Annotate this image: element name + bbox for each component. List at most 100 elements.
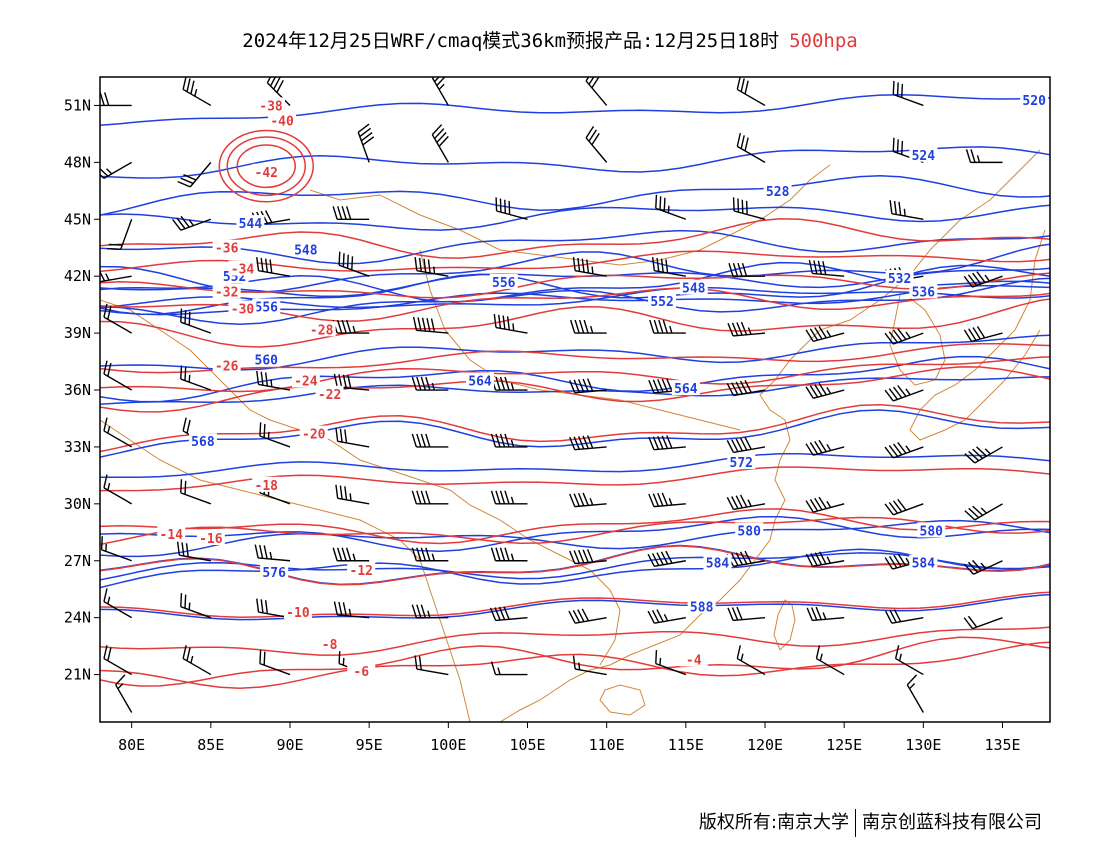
wind-barb [727,321,766,337]
temp-contour-line [100,641,1050,689]
wind-barb [805,325,845,343]
height-label-bg [252,351,281,367]
temp-contour-label: -20 [302,428,326,443]
temp-label-bg [212,283,241,299]
temp-contour-label: -18 [255,479,279,494]
temp-contour-line [100,356,1050,393]
wind-barb [412,316,449,334]
lon-tick-label: 110E [589,736,625,754]
height-contour-label: 564 [468,375,492,390]
wind-barb [648,492,686,508]
lat-tick-label: 27N [64,552,91,570]
footer: 版权所有:南京大学 南京创蓝科技有限公司 [699,808,1042,837]
wind-barb [736,77,766,107]
height-label-bg [291,241,320,257]
height-label-bg [727,454,756,470]
height-contour-line [100,146,1050,179]
height-contour-label: 524 [912,149,936,164]
wind-barb [411,604,449,619]
temp-contour-line [226,136,306,197]
height-contour-line [100,409,1050,458]
wind-barb [335,427,370,448]
temp-contour-line [100,298,1050,348]
wind-barb [266,77,291,106]
wind-barb [894,645,924,676]
height-label-bg [909,554,938,570]
temp-contour-line [100,366,1050,413]
wind-barb [965,149,1003,164]
wind-barb [411,433,449,448]
wind-barb [180,308,212,334]
wind-barb [889,200,924,220]
wind-barb [805,551,845,567]
height-contour-line [100,376,1050,405]
height-contour-label: 556 [492,276,516,291]
height-contour-label: 552 [650,295,673,310]
height-label-bg [489,273,518,289]
wind-barb [732,197,766,220]
temp-label-bg [228,300,257,316]
title-level: 500hpa [789,30,858,52]
wind-barb [736,132,766,163]
wind-barb [728,262,765,277]
wind-barb [647,609,686,624]
lon-tick-label: 135E [984,736,1020,754]
temp-contour-line [100,218,1050,259]
temp-contour-line [100,466,1050,492]
wind-barb [490,661,528,676]
temp-label-bg [347,562,376,578]
lat-tick-label: 48N [64,153,91,171]
wind-barb [332,206,370,220]
temp-contour-line [218,129,314,203]
wind-barb [256,257,291,277]
map-frame [99,76,1051,723]
wind-barb [333,601,370,619]
lat-tick-label: 30N [64,495,91,513]
wind-barb [569,319,607,334]
wind-barb [115,674,133,713]
height-contour-label: 584 [706,557,730,572]
wind-barb [572,655,607,676]
lat-tick-label: 39N [64,324,91,342]
wind-barb [884,441,924,459]
wind-barb [100,536,132,562]
wind-barb [489,606,528,622]
wind-barb [414,655,449,676]
temp-contour-line [100,508,1050,545]
temp-contour-label: -22 [318,388,341,403]
height-label-bg [703,554,732,570]
height-contour-label: 588 [690,600,714,615]
temp-label-bg [196,529,225,545]
lon-tick-label: 105E [509,736,545,754]
temp-label-bg [252,163,281,179]
height-contour-label: 564 [674,382,698,397]
wind-barb [963,271,1003,288]
lon-tick-label: 80E [118,736,145,754]
wind-barb [727,606,766,622]
lon-tick-label: 95E [356,736,383,754]
wind-barb [805,496,845,513]
wind-barb [906,674,924,713]
lat-tick-label: 21N [64,666,91,684]
wind-barb [649,319,686,334]
wind-barb [808,259,845,277]
temp-contour-label: -26 [215,359,239,374]
coastline-hainan [599,684,646,716]
height-contour-line [100,519,1050,558]
temp-contour-label: -40 [270,115,294,130]
temp-label-bg [679,651,708,667]
footer-separator [855,809,856,837]
company-name: 南京创蓝科技有限公司 [862,812,1042,833]
wind-barb [335,484,370,505]
wind-barb [176,541,211,562]
temp-contour-label: -12 [350,564,373,579]
temp-contour-label: -10 [286,606,310,621]
temp-contour-label: -16 [199,532,223,547]
wind-barb [647,550,686,567]
temp-contour-line [100,626,1050,656]
height-label-bg [188,433,217,449]
height-contour-label: 572 [730,456,753,471]
height-contour-label: 568 [191,435,215,450]
wind-barb [805,382,845,399]
temp-label-bg [307,321,336,337]
